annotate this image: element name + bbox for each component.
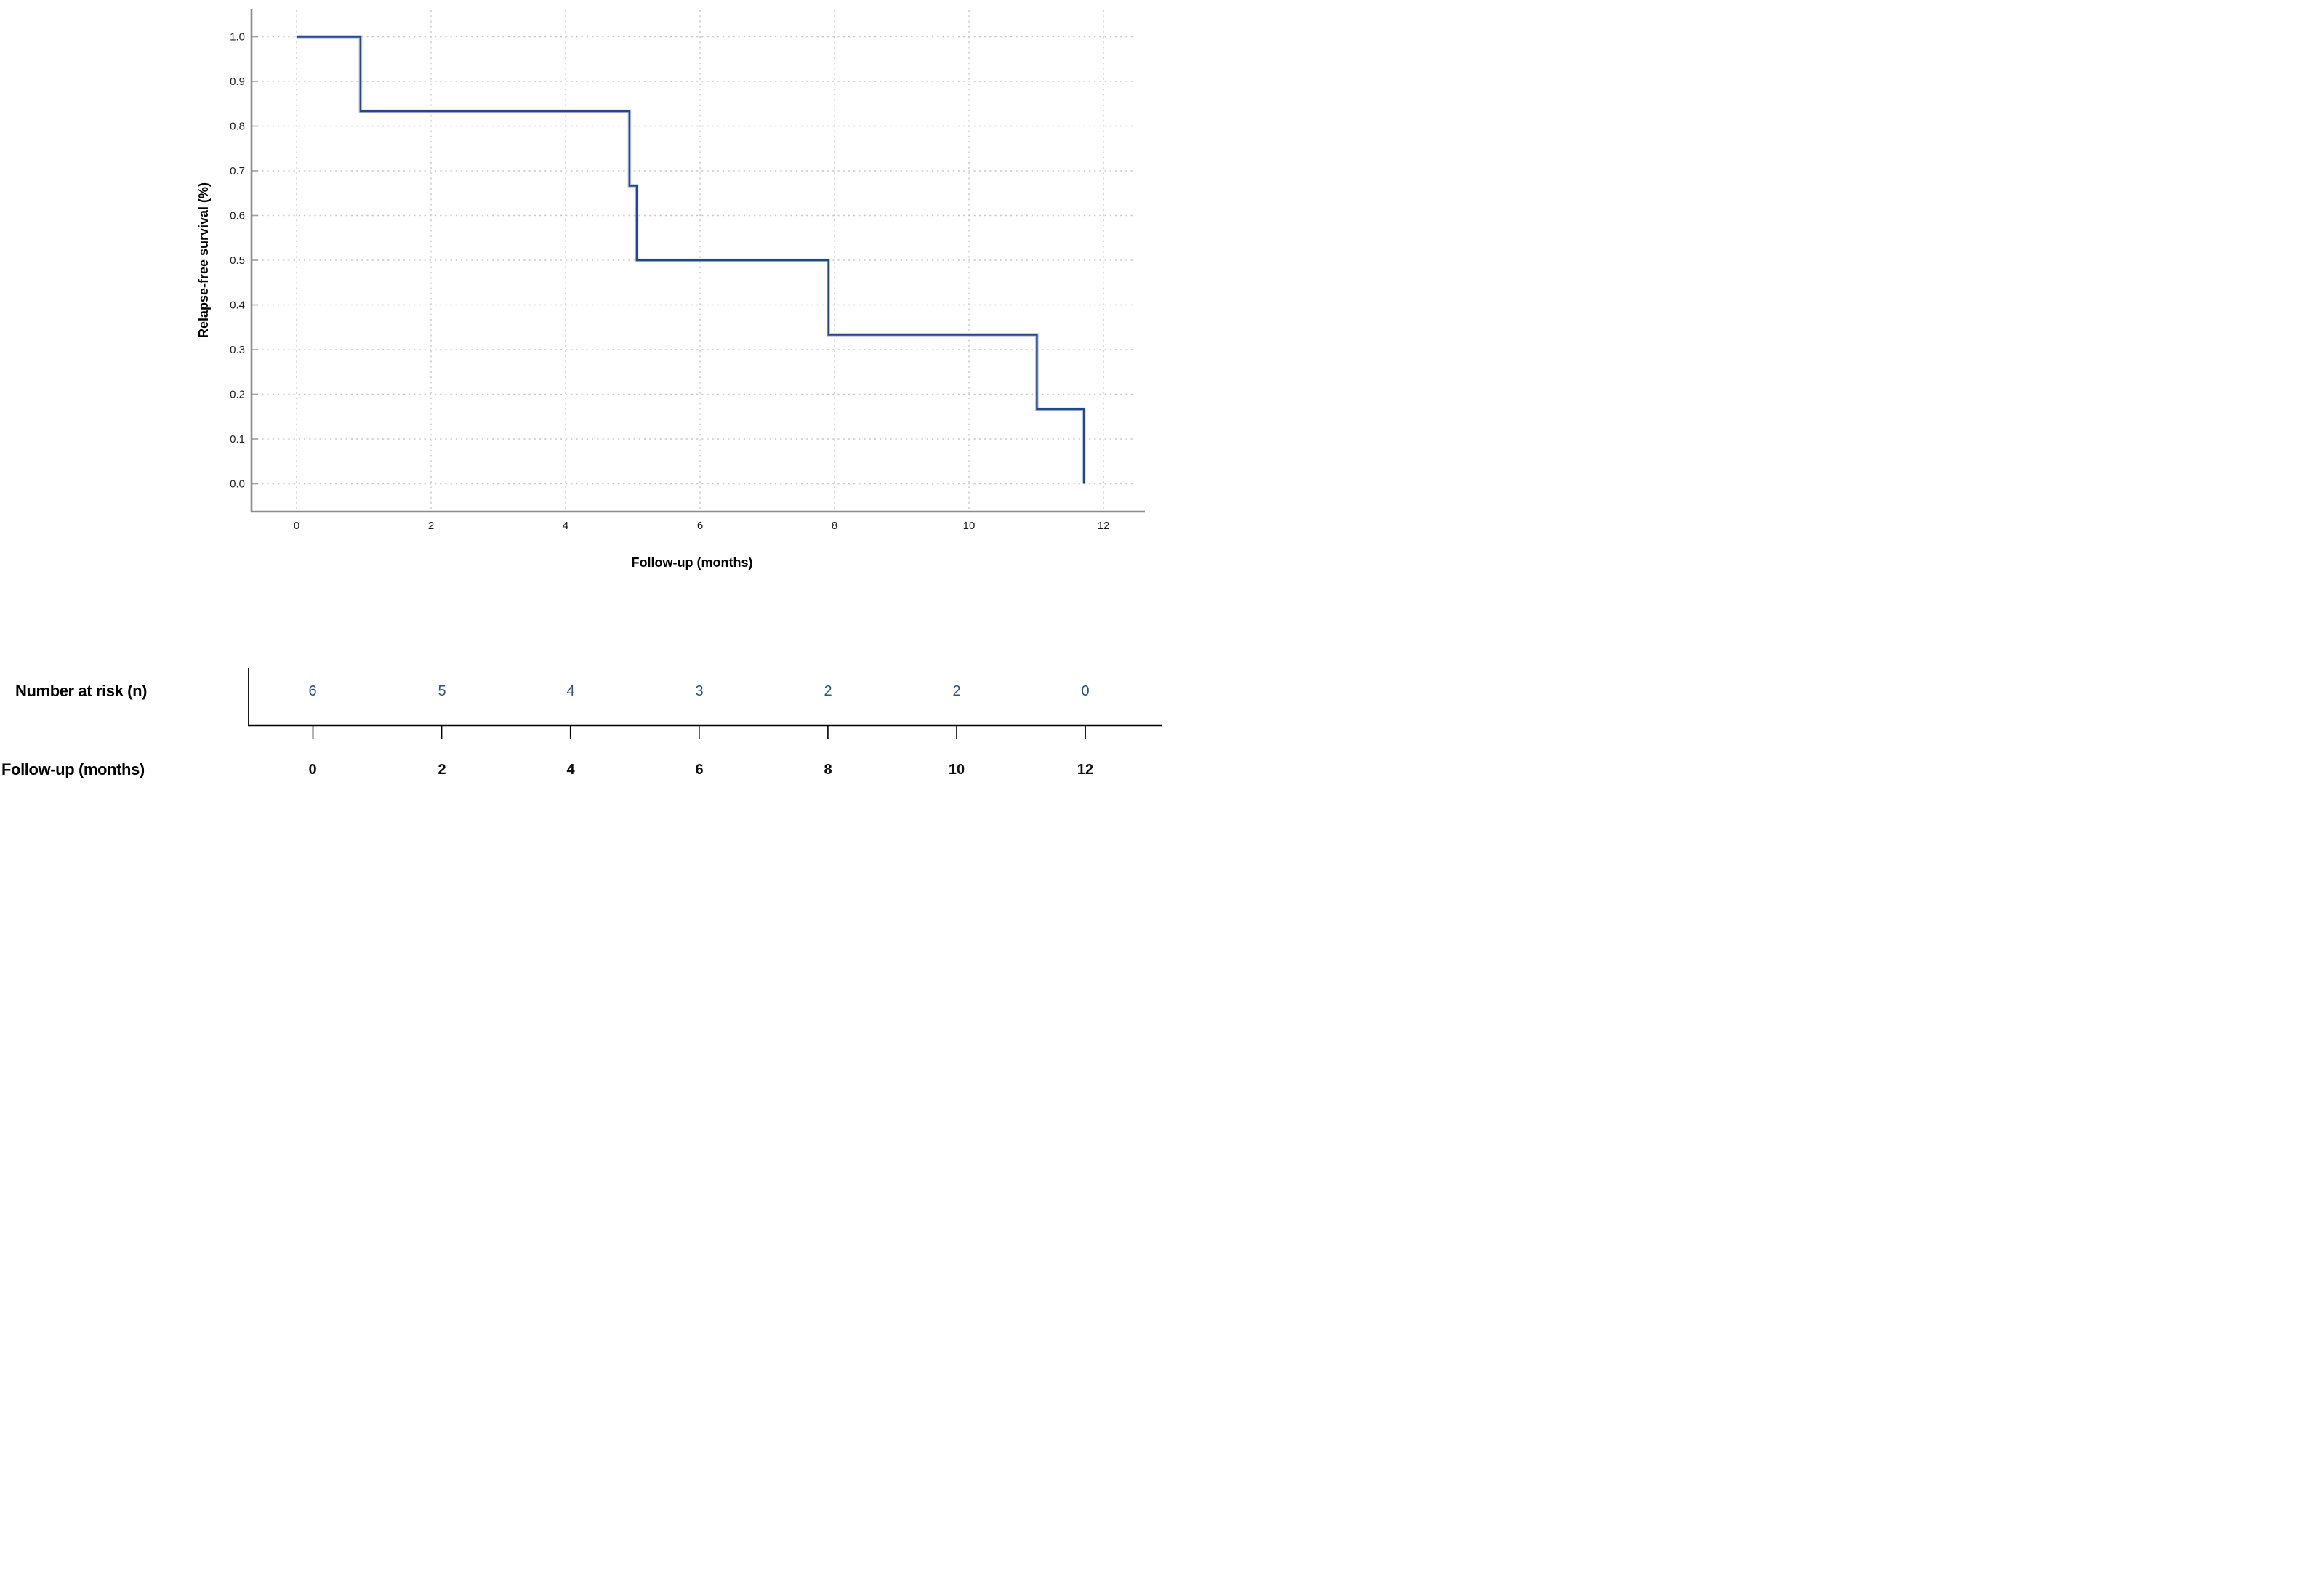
y-tick-label: 0.2 (230, 389, 245, 401)
y-tick-label: 0.5 (230, 254, 245, 267)
x-axis-title: Follow-up (months) (632, 555, 753, 570)
number-at-risk-row-label: Number at risk (n) (15, 682, 148, 700)
risk-time-0: 0 (308, 762, 317, 778)
risk-count-12: 0 (1081, 683, 1090, 699)
survival-chart-canvas: 1.0 0.9 0.8 0.7 0.6 0.5 0.4 0.3 0.2 0.1 0.0 0 2 4 6 8 10… (196, 9, 1162, 739)
risk-count-0: 6 (308, 683, 317, 699)
x-tick-label: 0 (294, 520, 299, 532)
risk-count-4: 4 (566, 683, 575, 699)
risk-count-10: 2 (952, 683, 961, 699)
y-tick-label: 0.9 (230, 76, 245, 88)
y-tick-label: 0.0 (230, 478, 245, 491)
y-tick-label: 0.3 (230, 344, 245, 356)
risk-time-10: 10 (948, 762, 965, 778)
x-tick-label: 12 (1098, 520, 1110, 532)
x-tick-label: 8 (832, 520, 837, 532)
y-tick-label: 1.0 (230, 31, 245, 44)
x-tick-label: 4 (563, 520, 568, 532)
risk-time-2: 2 (438, 762, 446, 778)
x-tick-label: 6 (697, 520, 703, 532)
y-tick-label: 0.4 (230, 299, 245, 312)
x-tick-label: 2 (428, 520, 434, 532)
at-risk-axis-label: Follow-up (months) (1, 760, 145, 778)
x-tick-label: 10 (963, 520, 976, 532)
risk-time-12: 12 (1077, 762, 1094, 778)
risk-count-8: 2 (824, 683, 832, 699)
y-tick-label: 0.8 (230, 121, 245, 133)
risk-count-6: 3 (695, 683, 704, 699)
y-axis-title: Relapse-free survival (%) (196, 182, 211, 338)
y-tick-label: 0.7 (230, 165, 245, 177)
risk-time-4: 4 (566, 762, 575, 778)
risk-time-6: 6 (695, 762, 704, 778)
y-tick-label: 0.6 (230, 210, 245, 222)
risk-time-8: 8 (824, 762, 832, 778)
km-survival-figure: 1.0 0.9 0.8 0.7 0.6 0.5 0.4 0.3 0.2 0.1 0.0 0 2 4 6 8 10… (0, 0, 1162, 788)
survival-curve (297, 36, 1085, 484)
y-tick-label: 0.1 (230, 433, 245, 446)
risk-count-2: 5 (438, 683, 446, 699)
